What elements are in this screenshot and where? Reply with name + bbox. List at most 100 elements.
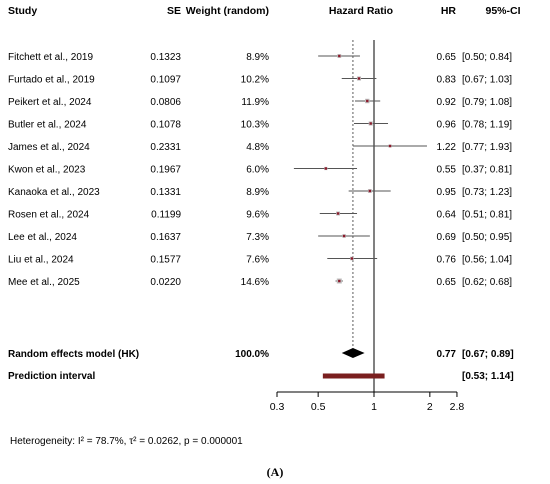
- prediction-ci: [0.53; 1.14]: [462, 371, 514, 382]
- study-hr: 0.64: [437, 210, 457, 221]
- heterogeneity-text: Heterogeneity: I² = 78.7%, τ² = 0.0262, …: [10, 436, 243, 447]
- study-label: Lee et al., 2024: [8, 232, 77, 243]
- pooled-ci: [0.67; 0.89]: [462, 349, 514, 360]
- x-tick-label: 1: [371, 401, 377, 413]
- study-se: 0.2331: [150, 142, 181, 153]
- study-hr: 0.95: [437, 187, 457, 198]
- x-tick-label: 2.8: [450, 401, 465, 413]
- pooled-diamond: [341, 348, 365, 358]
- study-ci: [0.37; 0.81]: [462, 165, 512, 176]
- x-tick-label: 0.5: [311, 401, 326, 413]
- study-row: Mee et al., 2025 0.0220 14.6% 0.65 [0.62; 0.…: [8, 277, 512, 288]
- study-label: James et al., 2024: [8, 142, 90, 153]
- study-label: Fitchett et al., 2019: [8, 52, 93, 63]
- study-weight: 8.9%: [246, 187, 269, 198]
- study-row: Furtado et al., 2019 0.1097 10.2% 0.83 [0.67…: [8, 75, 512, 86]
- study-row: Fitchett et al., 2019 0.1323 8.9% 0.65 [0.50…: [8, 52, 512, 63]
- study-hr: 0.69: [437, 232, 457, 243]
- study-hr: 0.65: [437, 277, 457, 288]
- study-hr: 0.55: [437, 165, 457, 176]
- study-weight: 10.2%: [241, 75, 269, 86]
- study-label: Peikert et al., 2024: [8, 97, 92, 108]
- study-weight: 7.3%: [246, 232, 269, 243]
- study-point-marker: [388, 144, 392, 148]
- study-label: Liu et al., 2024: [8, 255, 74, 266]
- study-rows: Fitchett et al., 2019 0.1323 8.9% 0.65 [0.50…: [8, 52, 512, 288]
- study-label: Rosen et al., 2024: [8, 210, 90, 221]
- study-se: 0.1967: [150, 165, 181, 176]
- study-point-marker: [366, 99, 369, 103]
- study-point-marker: [369, 122, 372, 125]
- study-ci: [0.79; 1.08]: [462, 97, 512, 108]
- study-ci: [0.50; 0.84]: [462, 52, 512, 63]
- study-row: Kanaoka et al., 2023 0.1331 8.9% 0.95 [0.73;…: [8, 187, 512, 198]
- header-se: SE: [167, 5, 181, 17]
- x-tick-label: 0.3: [270, 401, 285, 413]
- pooled-weight: 100.0%: [235, 349, 269, 360]
- study-weight: 8.9%: [246, 52, 269, 63]
- study-weight: 4.8%: [246, 142, 269, 153]
- study-ci: [0.50; 0.95]: [462, 232, 512, 243]
- study-row: Rosen et al., 2024 0.1199 9.6% 0.64 [0.51; 0…: [8, 210, 512, 221]
- prediction-interval-bar: [322, 373, 385, 379]
- study-row: Butler et al., 2024 0.1078 10.3% 0.96 [0.78;…: [8, 120, 512, 131]
- study-label: Butler et al., 2024: [8, 120, 87, 131]
- axis-layer: 0.3 0.5 1 2 2.8: [270, 40, 465, 413]
- study-point-marker: [342, 234, 346, 238]
- study-se: 0.1637: [150, 232, 181, 243]
- study-hr: 0.76: [437, 255, 457, 266]
- pooled-label: Random effects model (HK): [8, 349, 139, 360]
- study-point-marker: [350, 257, 354, 260]
- study-row: Kwon et al., 2023 0.1967 6.0% 0.55 [0.37; 0.…: [8, 165, 512, 176]
- prediction-label: Prediction interval: [8, 371, 95, 382]
- study-se: 0.0220: [150, 277, 181, 288]
- header-ci: 95%-CI: [485, 5, 520, 17]
- study-ci: [0.78; 1.19]: [462, 120, 512, 131]
- study-hr: 0.83: [437, 75, 457, 86]
- study-ci: [0.77; 1.93]: [462, 142, 512, 153]
- study-label: Kwon et al., 2023: [8, 165, 86, 176]
- study-row: James et al., 2024 0.2331 4.8% 1.22 [0.77; 1…: [8, 142, 512, 153]
- study-weight: 6.0%: [246, 165, 269, 176]
- study-hr: 1.22: [437, 142, 457, 153]
- study-weight: 14.6%: [241, 277, 269, 288]
- study-label: Mee et al., 2025: [8, 277, 80, 288]
- study-point-marker: [338, 54, 341, 58]
- study-point-marker: [338, 279, 341, 283]
- study-row: Liu et al., 2024 0.1577 7.6% 0.76 [0.56; 1.0…: [8, 255, 512, 266]
- study-hr: 0.92: [437, 97, 457, 108]
- study-point-marker: [368, 189, 372, 193]
- study-row: Lee et al., 2024 0.1637 7.3% 0.69 [0.50; 0.9…: [8, 232, 512, 243]
- header-hazard-ratio: Hazard Ratio: [329, 5, 393, 17]
- study-se: 0.1199: [151, 210, 181, 221]
- study-weight: 9.6%: [246, 210, 269, 221]
- pooled-hr: 0.77: [437, 349, 457, 360]
- study-weight: 10.3%: [241, 120, 269, 131]
- header-weight: Weight (random): [186, 5, 269, 17]
- study-point-marker: [336, 212, 340, 215]
- header-study: Study: [8, 5, 37, 17]
- study-se: 0.1097: [150, 75, 181, 86]
- study-hr: 0.96: [437, 120, 457, 131]
- study-weight: 7.6%: [246, 255, 269, 266]
- study-row: Peikert et al., 2024 0.0806 11.9% 0.92 [0.79…: [8, 97, 512, 108]
- study-se: 0.1577: [150, 255, 181, 266]
- study-se: 0.1078: [150, 120, 181, 131]
- study-ci: [0.51; 0.81]: [462, 210, 512, 221]
- study-hr: 0.65: [437, 52, 457, 63]
- study-point-marker: [357, 77, 361, 80]
- study-ci: [0.62; 0.68]: [462, 277, 512, 288]
- study-se: 0.1323: [150, 52, 181, 63]
- study-se: 0.0806: [150, 97, 181, 108]
- study-ci: [0.73; 1.23]: [462, 187, 512, 198]
- study-ci: [0.67; 1.03]: [462, 75, 512, 86]
- panel-label: (A): [267, 465, 284, 479]
- study-point-marker: [324, 167, 328, 170]
- study-se: 0.1331: [150, 187, 181, 198]
- study-ci: [0.56; 1.04]: [462, 255, 512, 266]
- study-label: Kanaoka et al., 2023: [8, 187, 100, 198]
- header-hr: HR: [441, 5, 457, 17]
- study-label: Furtado et al., 2019: [8, 75, 95, 86]
- study-weight: 11.9%: [241, 97, 269, 108]
